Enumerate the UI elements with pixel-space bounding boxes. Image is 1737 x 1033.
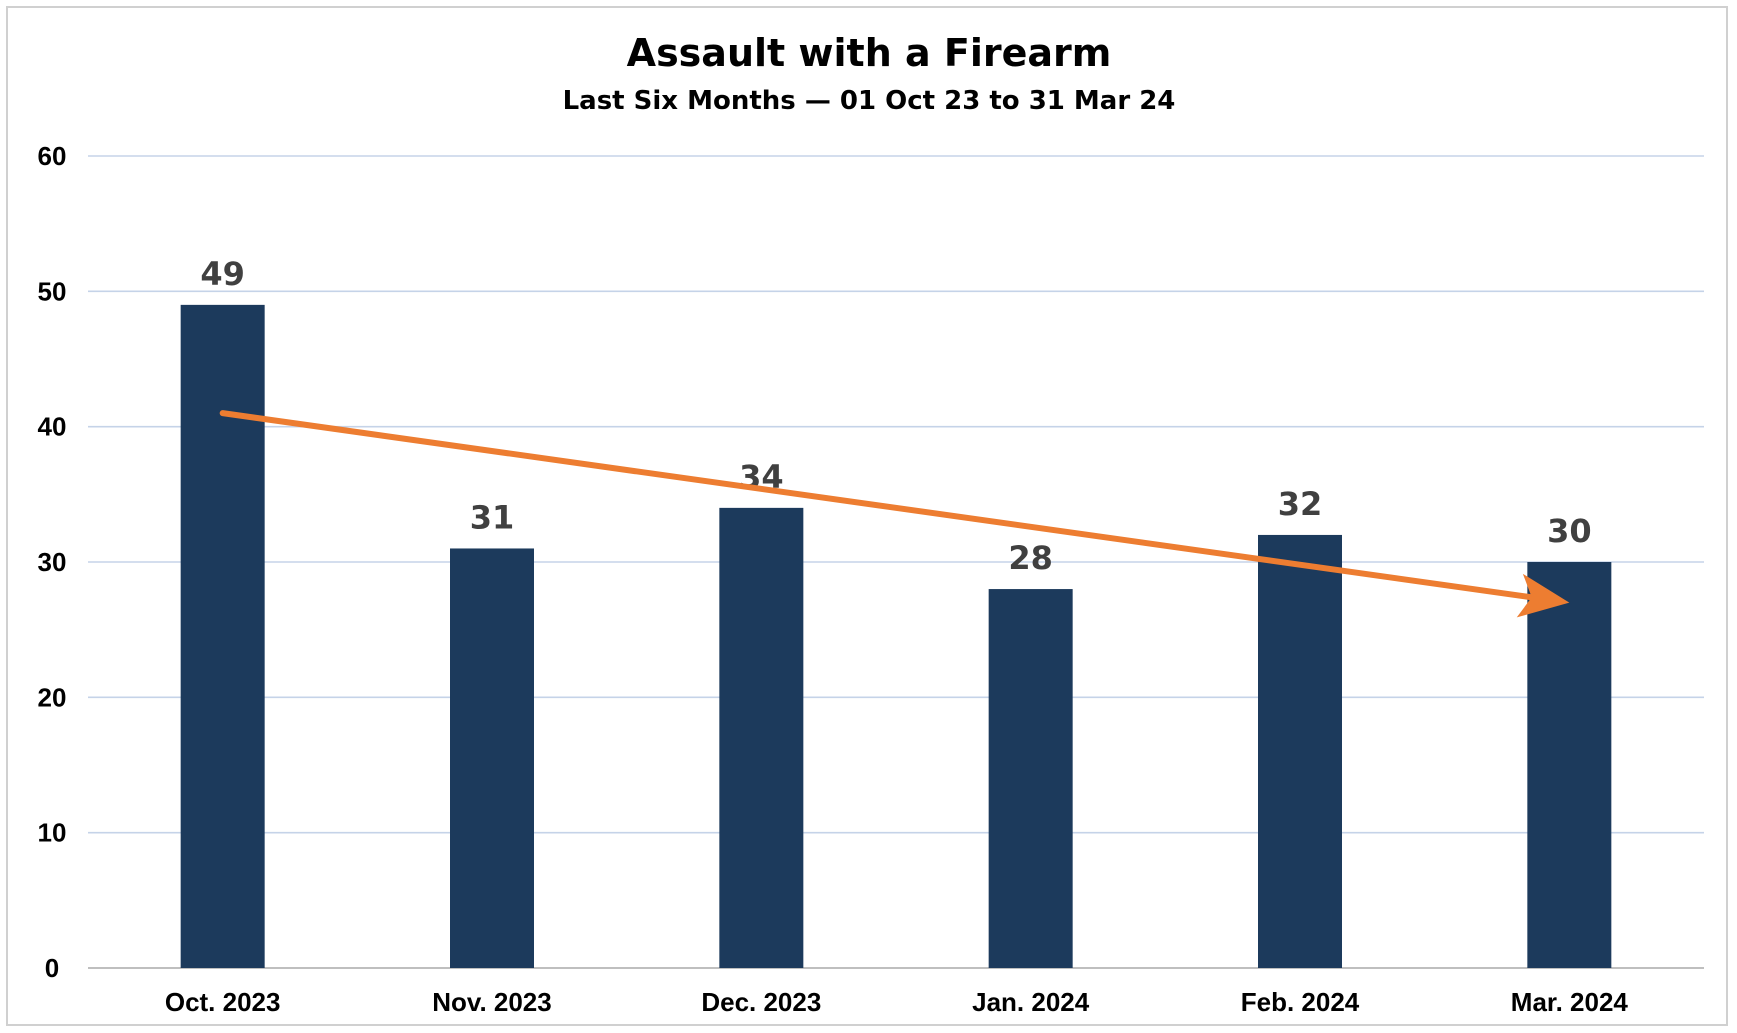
- trend-arrow: [219, 410, 1570, 618]
- bar: [988, 589, 1073, 968]
- x-tick-label: Dec. 2023: [701, 987, 821, 1017]
- y-axis-ticks: 0 10 20 30 40 50 60: [38, 141, 67, 983]
- x-tick-label: Oct. 2023: [165, 987, 281, 1017]
- data-label: 28: [1008, 539, 1053, 577]
- y-tick-label: 60: [38, 141, 67, 171]
- x-axis-ticks: Oct. 2023 Nov. 2023 Dec. 2023 Jan. 2024 Feb.…: [165, 987, 1629, 1017]
- y-tick-label: 50: [38, 276, 67, 306]
- x-tick-label: Feb. 2024: [1241, 987, 1360, 1017]
- chart-subtitle: Last Six Months — 01 Oct 23 to 31 Mar 24: [563, 86, 1176, 116]
- trend-arrow-shaft: [219, 410, 1533, 601]
- y-tick-label: 0: [45, 953, 59, 983]
- bar: [719, 507, 804, 968]
- data-label: 30: [1547, 512, 1592, 550]
- x-tick-label: Mar. 2024: [1511, 987, 1629, 1017]
- bar: [450, 548, 534, 968]
- gridlines: [88, 155, 1704, 969]
- chart-title: Assault with a Firearm: [627, 31, 1112, 75]
- y-tick-label: 40: [38, 412, 67, 442]
- data-label: 49: [200, 255, 245, 293]
- x-tick-label: Nov. 2023: [432, 987, 551, 1017]
- bar-chart: Assault with a Firearm Last Six Months —…: [38, 31, 1704, 1017]
- data-label: 32: [1278, 485, 1323, 523]
- bar: [180, 304, 265, 968]
- data-label: 31: [470, 498, 515, 536]
- x-tick-label: Jan. 2024: [972, 987, 1090, 1017]
- y-tick-label: 10: [38, 818, 67, 848]
- chart-frame: Assault with a Firearm Last Six Months —…: [6, 6, 1728, 1026]
- trend-arrow-head: [1516, 573, 1570, 618]
- bar: [1527, 562, 1612, 968]
- y-tick-label: 30: [38, 547, 67, 577]
- bar: [1258, 534, 1342, 968]
- bars: [180, 304, 1612, 968]
- y-tick-label: 20: [38, 682, 67, 712]
